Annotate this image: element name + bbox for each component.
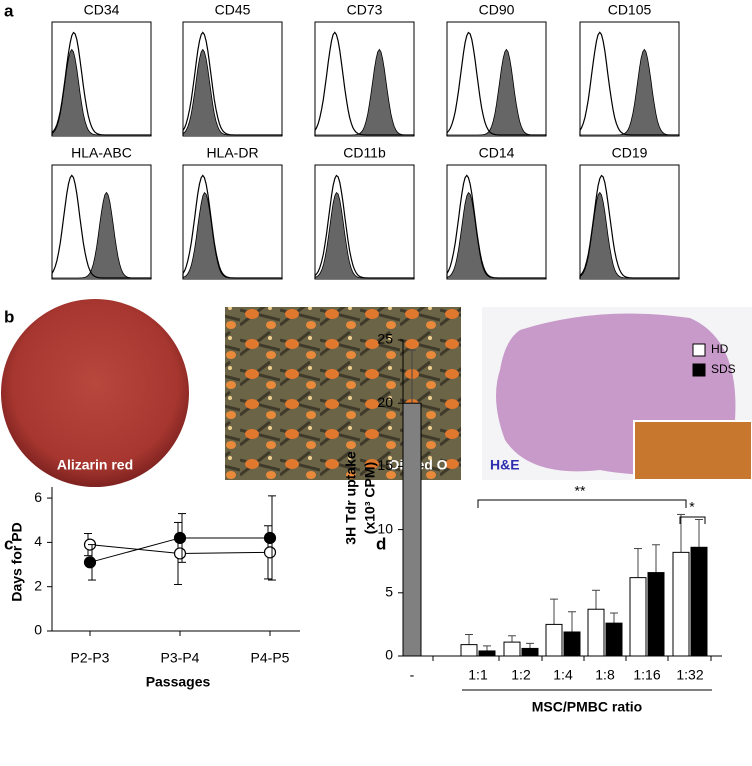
bar	[690, 546, 708, 657]
marker-label: CD14	[479, 145, 515, 161]
bar	[521, 647, 539, 657]
control-histogram	[579, 174, 680, 279]
y-tick-label: 5	[385, 584, 393, 600]
y-tick-label: 10	[377, 520, 393, 536]
x-tick-label: 1:8	[595, 667, 615, 683]
y-tick-label: 15	[377, 457, 393, 473]
bar	[605, 622, 623, 657]
control-histogram	[446, 174, 547, 279]
bar	[563, 631, 581, 657]
x-tick-label: 1:2	[511, 667, 531, 683]
bar	[545, 623, 563, 657]
control-histogram	[446, 31, 547, 136]
marker	[173, 547, 187, 560]
marker-label: HLA-DR	[206, 145, 258, 161]
x-axis-label: Passages	[146, 674, 211, 690]
bracket	[679, 516, 706, 524]
marker	[83, 556, 97, 569]
panel-label: d	[376, 534, 386, 553]
bar	[647, 572, 665, 657]
panel-label: b	[4, 307, 14, 326]
bar	[503, 641, 521, 657]
control-histogram	[579, 31, 680, 136]
panel-label: c	[4, 534, 13, 553]
x-tick-label: 1:32	[676, 667, 703, 683]
marker-label: HLA-ABC	[71, 145, 132, 161]
annotation: **	[575, 483, 586, 499]
bar	[478, 650, 496, 657]
stain-label: H&E	[490, 457, 520, 473]
x-tick-label: 1:16	[633, 667, 660, 683]
marker-label: CD11b	[343, 145, 386, 161]
legend-swatch	[692, 343, 706, 357]
y-tick-label: 0	[34, 622, 42, 638]
x-axis-label: MSC/PMBC ratio	[532, 699, 642, 715]
stain-label: Alizarin red	[57, 457, 133, 473]
marker	[173, 531, 187, 545]
marker-label: CD105	[608, 2, 652, 18]
y-axis-label: 3H Tdr uptake	[343, 451, 359, 545]
panel-b-images	[1, 299, 752, 487]
x-tick-label: 1:1	[468, 667, 488, 683]
control-histogram	[182, 174, 283, 279]
marker-label: CD34	[84, 2, 120, 18]
control-histogram	[314, 31, 415, 136]
alizarin-well	[1, 299, 189, 487]
x-tick-label: 1:4	[553, 667, 573, 683]
he-inset	[633, 420, 752, 481]
stained-histogram	[579, 48, 680, 136]
x-tick-label: P2-P3	[71, 650, 110, 666]
bar	[460, 644, 478, 657]
control-histogram	[182, 31, 283, 136]
control-histogram	[51, 174, 152, 279]
y-tick-label: 6	[34, 489, 42, 505]
x-tick-label: P3-P4	[161, 650, 200, 666]
legend-label: HD	[711, 342, 729, 356]
oil-red-image	[225, 307, 461, 480]
bar	[629, 577, 647, 657]
annotation: *	[689, 499, 695, 515]
y-axis-label: (x10³ CPM)	[362, 462, 378, 534]
marker-label: CD73	[347, 2, 383, 18]
marker-label: CD45	[215, 2, 251, 18]
marker	[263, 531, 277, 545]
x-tick-label: -	[410, 667, 415, 683]
histogram-box	[314, 21, 415, 137]
bar	[402, 402, 422, 657]
panel-label: a	[4, 1, 14, 20]
control-histogram	[51, 31, 152, 136]
y-tick-label: 25	[377, 331, 393, 347]
histogram-box	[579, 21, 680, 137]
y-tick-label: 4	[34, 533, 42, 549]
y-tick-label: 20	[377, 394, 393, 410]
bar	[587, 608, 605, 657]
bracket	[477, 499, 687, 508]
marker-label: CD19	[612, 145, 648, 161]
control-histogram	[314, 174, 415, 279]
legend-label: SDS	[711, 362, 736, 376]
marker	[263, 546, 277, 559]
x-tick-label: P4-P5	[251, 650, 290, 666]
legend-swatch	[692, 363, 706, 377]
marker-label: CD90	[479, 2, 515, 18]
y-tick-label: 2	[34, 577, 42, 593]
stained-histogram	[314, 48, 415, 136]
y-tick-label: 0	[385, 647, 393, 663]
bar	[672, 551, 690, 657]
y-axis-label: Days for PD	[9, 522, 25, 601]
